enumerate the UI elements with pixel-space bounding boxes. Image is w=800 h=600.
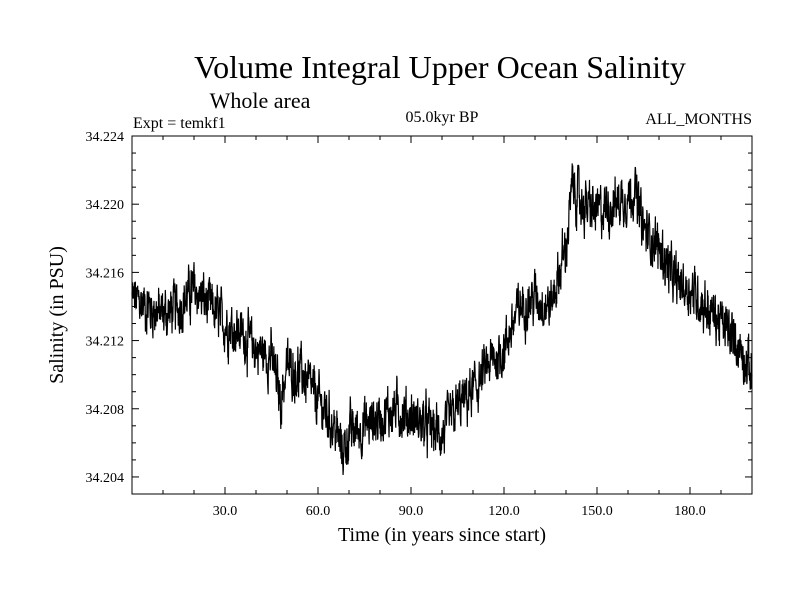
chart-subtitle: Whole area (210, 88, 311, 113)
x-tick-label: 30.0 (213, 504, 238, 519)
y-tick-label: 34.220 (86, 198, 125, 213)
salinity-series-line (131, 163, 753, 476)
series-group (131, 163, 753, 476)
y-axis-label: Salinity (in PSU) (46, 246, 68, 384)
y-tick-label: 34.212 (86, 335, 125, 350)
x-tick-label: 60.0 (306, 504, 331, 519)
x-tick-label: 120.0 (488, 504, 520, 519)
experiment-label: Expt = temkf1 (133, 115, 226, 132)
y-tick-label: 34.224 (86, 130, 125, 145)
y-tick-label: 34.208 (86, 403, 125, 418)
x-axis-label: Time (in years since start) (338, 524, 546, 546)
y-tick-label: 34.204 (86, 471, 125, 486)
y-tick-label: 34.216 (86, 266, 125, 281)
axis-ticks: 30.0 60.0 90.0 120.0 150.0 180.0 34.204 34.208 3… (86, 130, 752, 519)
period-label: 05.0kyr BP (406, 109, 479, 126)
x-tick-label: 90.0 (399, 504, 424, 519)
months-label: ALL_MONTHS (645, 111, 752, 128)
chart-title: Volume Integral Upper Ocean Salinity (194, 49, 686, 85)
x-tick-label: 180.0 (674, 504, 706, 519)
x-tick-label: 150.0 (581, 504, 613, 519)
